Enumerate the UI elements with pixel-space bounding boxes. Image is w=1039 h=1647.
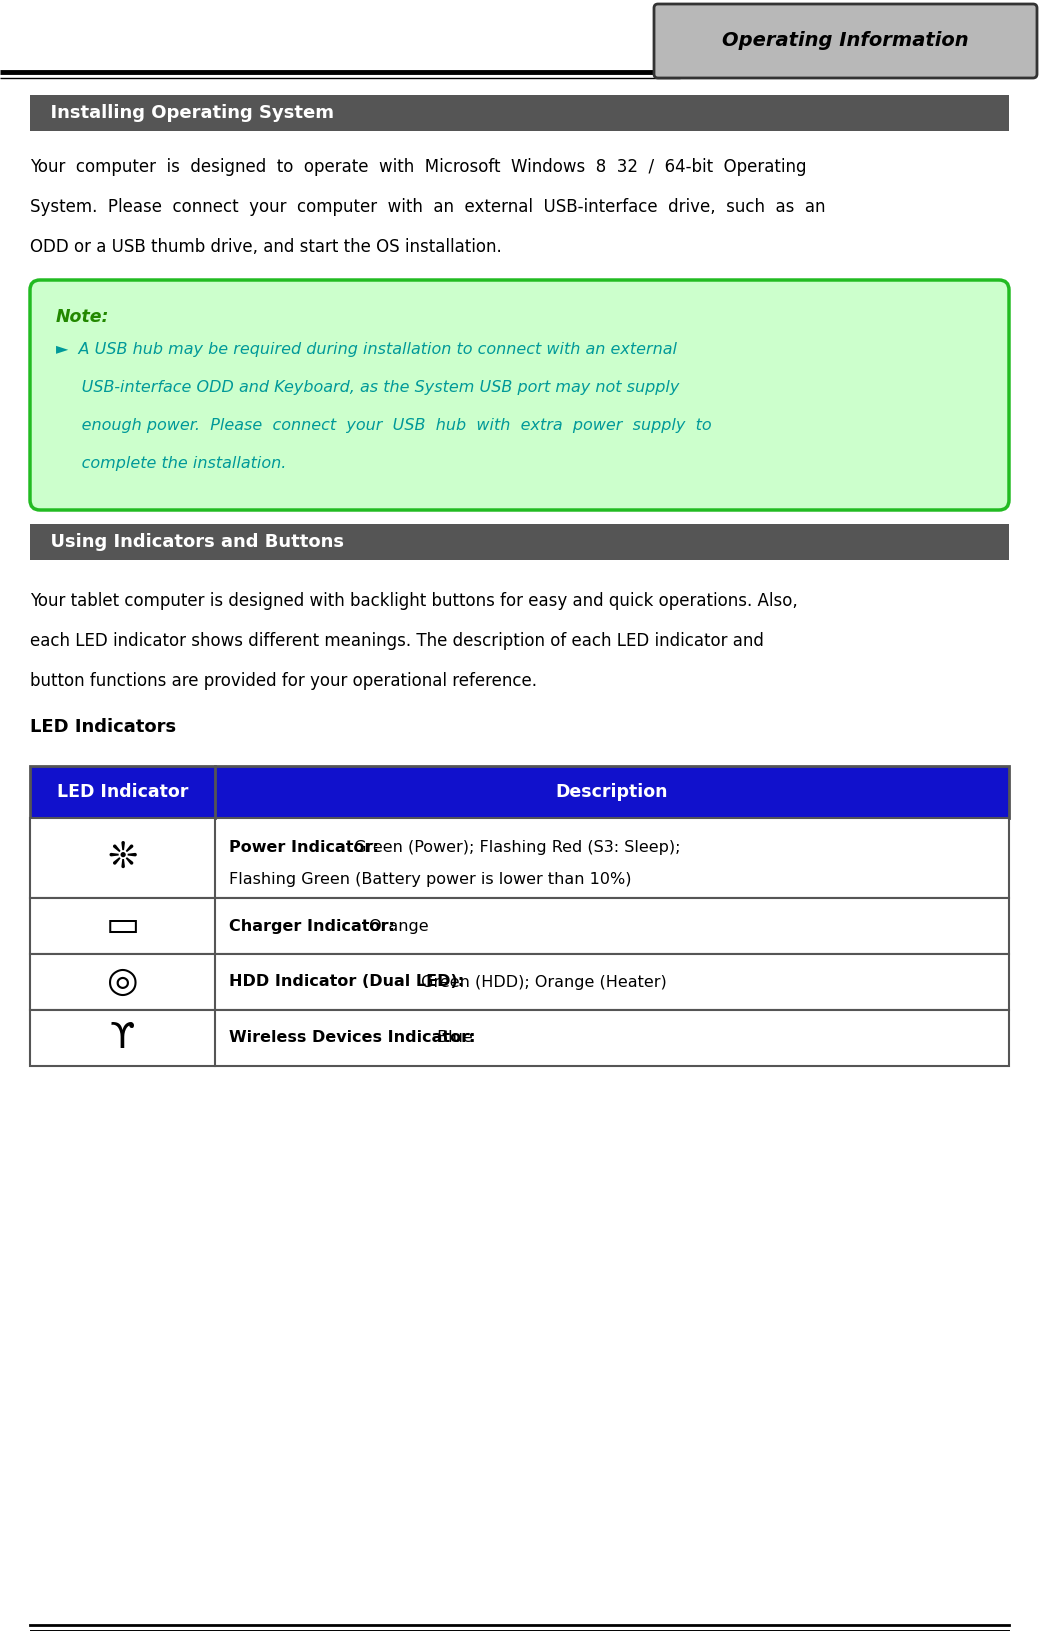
Bar	[30, 898, 1009, 954]
Text: Blue: Blue	[431, 1031, 473, 1046]
Text: ►  A USB hub may be required during installation to connect with an external: ► A USB hub may be required during insta…	[56, 343, 677, 357]
Text: LED Indicators: LED Indicators	[30, 718, 177, 736]
Text: LED Indicator: LED Indicator	[57, 782, 188, 800]
FancyBboxPatch shape	[30, 280, 1009, 511]
Text: enough power.  Please  connect  your  USB  hub  with  extra  power  supply  to: enough power. Please connect your USB hu…	[56, 418, 712, 433]
Bar	[30, 96, 1009, 132]
Text: Power Indicator:: Power Indicator:	[229, 840, 379, 855]
FancyBboxPatch shape	[654, 3, 1037, 77]
Text: ❊: ❊	[107, 842, 137, 875]
Text: ▭: ▭	[105, 909, 139, 944]
Text: ODD or a USB thumb drive, and start the OS installation.: ODD or a USB thumb drive, and start the …	[30, 239, 502, 255]
Text: Installing Operating System: Installing Operating System	[38, 104, 334, 122]
Text: USB-interface ODD and Keyboard, as the System USB port may not supply: USB-interface ODD and Keyboard, as the S…	[56, 380, 680, 395]
Bar	[30, 819, 1009, 898]
Text: Orange: Orange	[364, 919, 429, 934]
Bar	[30, 1010, 1009, 1066]
Text: button functions are provided for your operational reference.: button functions are provided for your o…	[30, 672, 537, 690]
Bar	[30, 954, 1009, 1010]
Text: Charger Indicator:: Charger Indicator:	[229, 919, 395, 934]
Text: Flashing Green (Battery power is lower than 10%): Flashing Green (Battery power is lower t…	[229, 871, 632, 888]
Text: Operating Information: Operating Information	[722, 31, 968, 51]
Text: Using Indicators and Buttons: Using Indicators and Buttons	[38, 534, 344, 552]
Text: Note:: Note:	[56, 308, 109, 326]
Text: System.  Please  connect  your  computer  with  an  external  USB-interface  dri: System. Please connect your computer wit…	[30, 198, 826, 216]
Text: Your tablet computer is designed with backlight buttons for easy and quick opera: Your tablet computer is designed with ba…	[30, 591, 798, 609]
Bar	[30, 524, 1009, 560]
Text: ϒ: ϒ	[110, 1021, 135, 1056]
Text: Green (HDD); Orange (Heater): Green (HDD); Orange (Heater)	[417, 975, 667, 990]
Bar	[30, 766, 1009, 819]
Text: Your  computer  is  designed  to  operate  with  Microsoft  Windows  8  32  /  6: Your computer is designed to operate wit…	[30, 158, 806, 176]
Text: each LED indicator shows different meanings. The description of each LED indicat: each LED indicator shows different meani…	[30, 632, 764, 651]
Text: Description: Description	[556, 782, 668, 800]
Text: Wireless Devices Indicator:: Wireless Devices Indicator:	[229, 1031, 476, 1046]
Text: Green (Power); Flashing Red (S3: Sleep);: Green (Power); Flashing Red (S3: Sleep);	[349, 840, 681, 855]
Text: ◎: ◎	[107, 965, 138, 1000]
Text: HDD Indicator (Dual LED):: HDD Indicator (Dual LED):	[229, 975, 464, 990]
Text: complete the installation.: complete the installation.	[56, 456, 287, 471]
